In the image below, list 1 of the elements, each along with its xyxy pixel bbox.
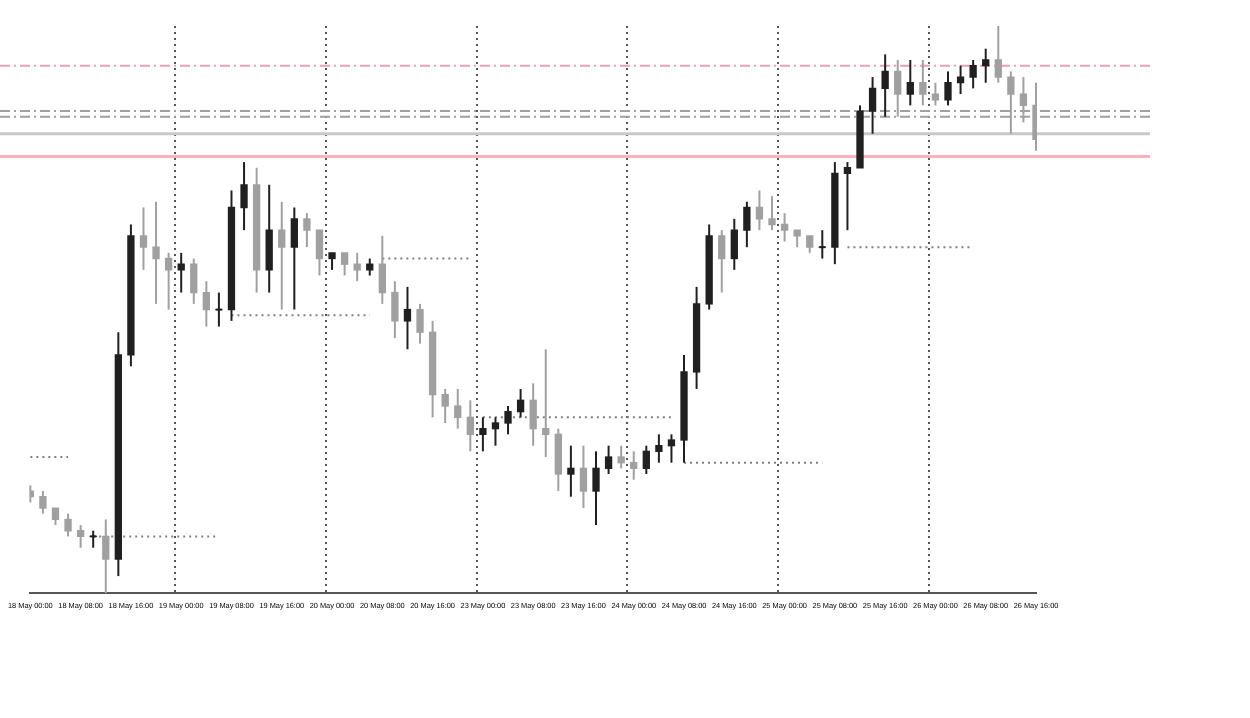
candlestick: [215, 292, 223, 327]
